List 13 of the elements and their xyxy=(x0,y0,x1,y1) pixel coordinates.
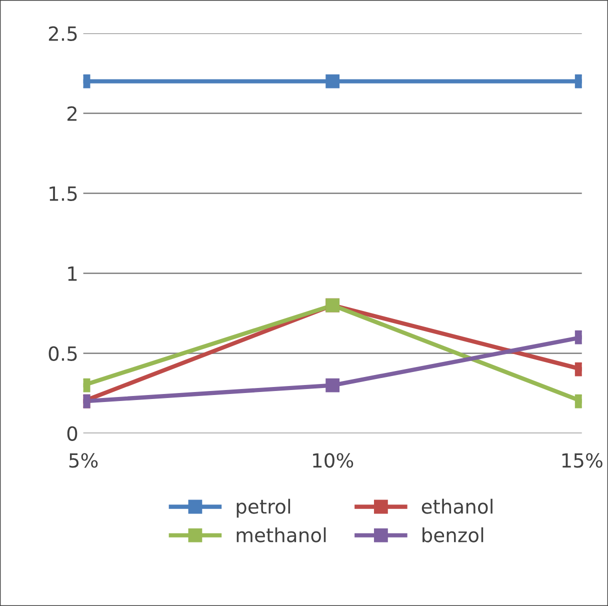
y-tick-label: 0 xyxy=(67,426,78,441)
x-tick-label: 5% xyxy=(69,453,98,468)
y-tick-label: 2 xyxy=(67,106,76,121)
legend-label: methanol xyxy=(236,527,326,542)
y-tick-label: 2.5 xyxy=(48,26,77,41)
y-tick-label: 1 xyxy=(68,266,77,281)
legend-label: benzol xyxy=(422,527,484,542)
y-tick-label: 1.5 xyxy=(50,186,77,201)
legend-label: ethanol xyxy=(422,498,492,514)
x-tick-label: 10% xyxy=(313,453,354,468)
x-tick-label: 15% xyxy=(562,453,602,468)
legend-label: petrol xyxy=(236,498,290,518)
y-tick-label: 0.5 xyxy=(48,346,77,361)
